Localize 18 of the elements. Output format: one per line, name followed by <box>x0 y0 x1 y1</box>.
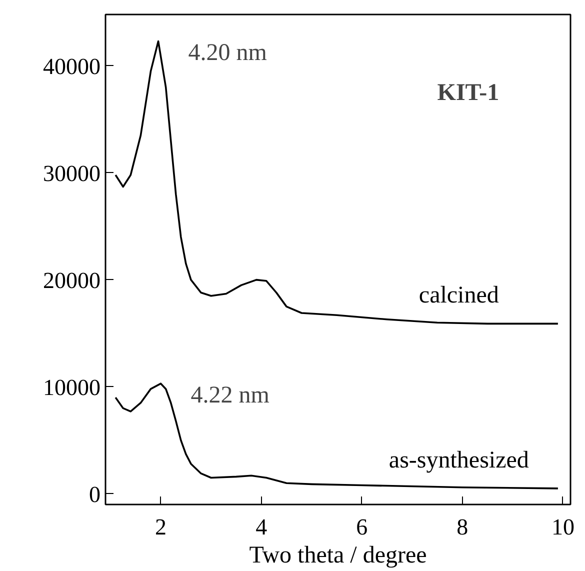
annotation: 4.20 nm <box>188 40 268 66</box>
y-tick-label: 30000 <box>43 160 100 186</box>
x-tick-label: 4 <box>256 514 268 540</box>
text: KIT-1 <box>437 80 500 106</box>
line-series <box>114 40 559 325</box>
x-tick-label: 8 <box>456 514 468 540</box>
x-tick-label: 6 <box>356 514 368 540</box>
y-tick-label: 20000 <box>43 268 100 293</box>
y-tick-label: 0 <box>89 482 100 507</box>
annotation: 4.22 nm <box>190 382 270 409</box>
y-tick-label: 40000 <box>43 54 100 79</box>
series-label: as-synthesized <box>388 447 529 474</box>
x-tick-label: 10 <box>551 514 574 540</box>
y-tick-label: 10000 <box>43 374 100 400</box>
series-label: calcined <box>418 282 499 309</box>
line-series <box>114 382 559 490</box>
x-axis-title: Two theta / degree <box>249 542 427 568</box>
x-tick-label: 2 <box>155 514 167 540</box>
